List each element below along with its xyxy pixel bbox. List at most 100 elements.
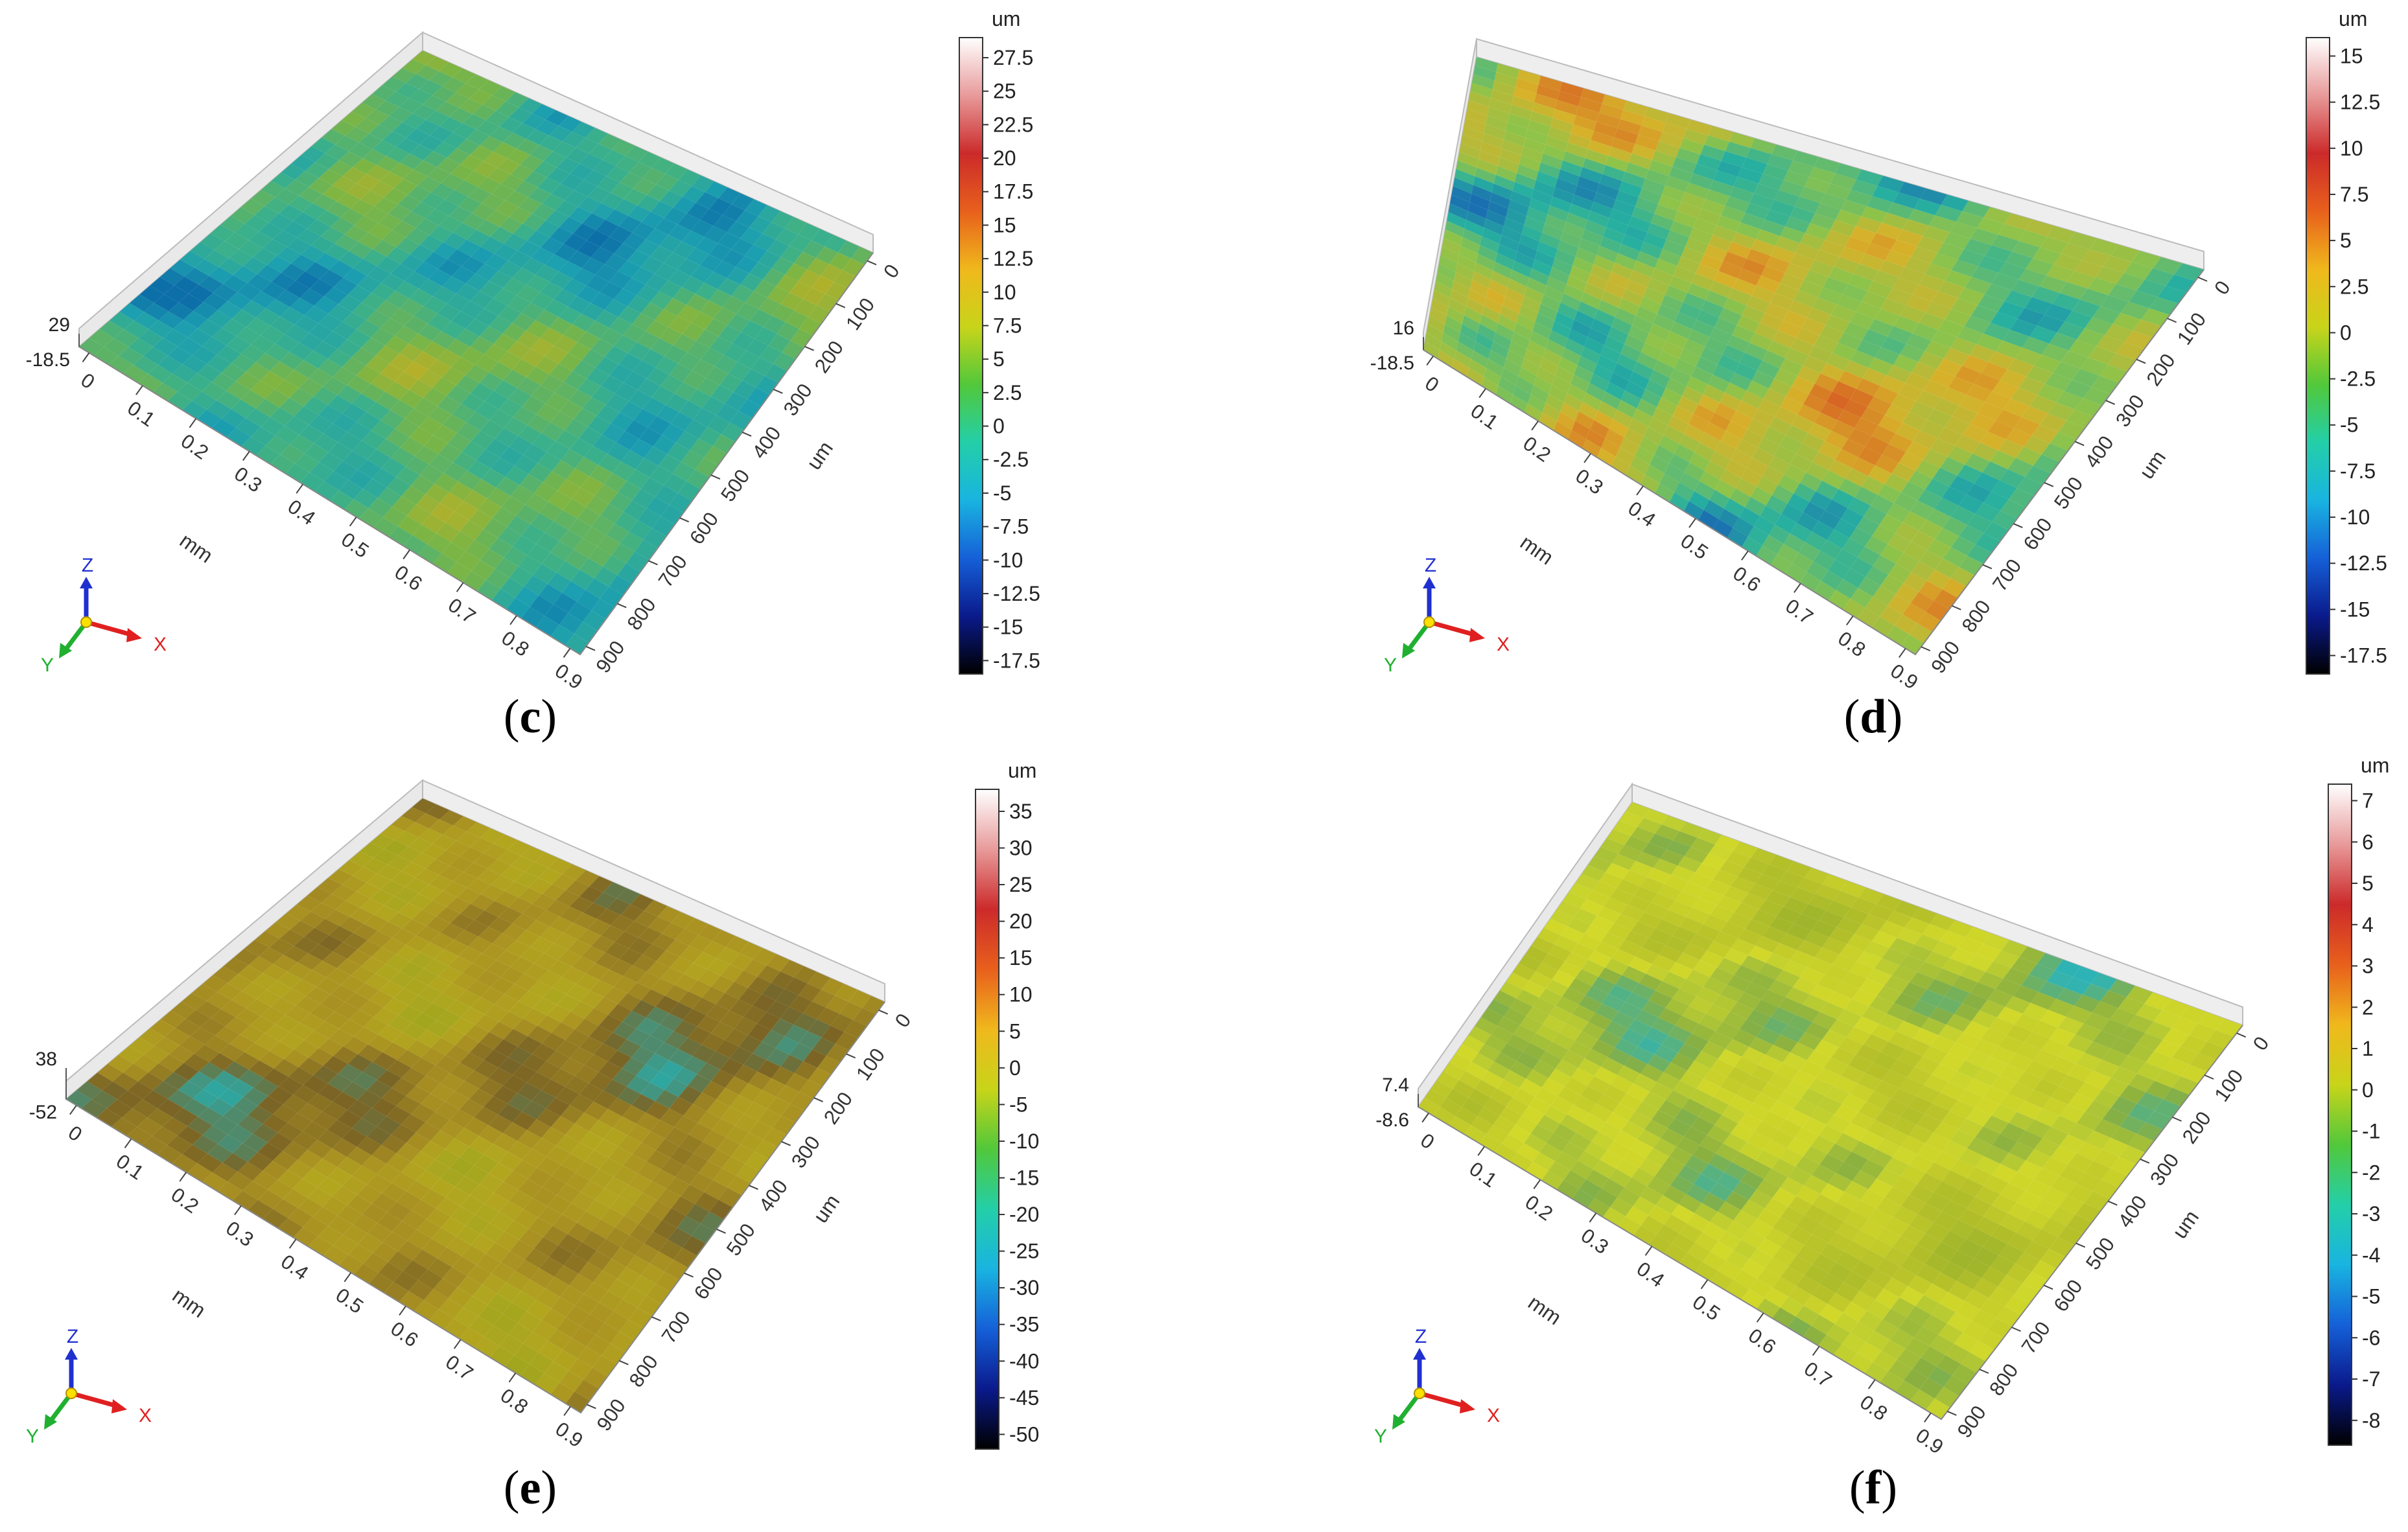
surface-cell xyxy=(1681,881,1707,898)
surface-cell xyxy=(343,933,368,950)
surface-cell xyxy=(1434,281,1453,298)
surface-cell xyxy=(793,251,816,270)
surface-cell xyxy=(1773,1247,1797,1267)
surface-cell xyxy=(673,334,696,353)
surface-cell xyxy=(753,233,776,251)
surface-cell xyxy=(469,1042,494,1060)
surface-cell xyxy=(1773,1217,1797,1236)
surface-cell xyxy=(1879,514,1903,533)
surface-cell xyxy=(622,1010,646,1029)
y-tick-label: 700 xyxy=(2017,1317,2055,1358)
surface-cell xyxy=(415,1122,440,1141)
surface-cell xyxy=(2018,230,2048,248)
surface-cell xyxy=(660,191,683,207)
surface-cell xyxy=(536,1061,561,1080)
surface-cell xyxy=(1602,165,1626,181)
surface-cell xyxy=(440,1168,465,1187)
surface-cell xyxy=(508,1190,533,1209)
surface-cell xyxy=(385,954,410,971)
surface-cell xyxy=(587,230,610,248)
surface-cell xyxy=(2031,1260,2057,1281)
surface-cell xyxy=(1864,941,1889,958)
triad-x-label: X xyxy=(1497,634,1510,655)
x-tick-mark xyxy=(296,483,304,494)
surface-cell xyxy=(1722,1105,1746,1124)
surface-cell xyxy=(620,401,643,420)
surface-cell xyxy=(1669,1146,1692,1165)
surface-cell xyxy=(303,203,327,220)
surface-cell xyxy=(1458,152,1479,168)
surface-cell xyxy=(1563,151,1585,168)
surface-cell xyxy=(547,167,570,184)
surface-cell xyxy=(1942,958,1968,976)
surface-cell xyxy=(400,254,425,272)
surface-cell xyxy=(1948,377,1974,395)
surface-cell xyxy=(1802,433,1825,452)
surface-cell xyxy=(431,1227,456,1248)
surface-cell xyxy=(592,434,616,454)
surface-cell xyxy=(297,1150,323,1169)
surface-cell xyxy=(552,874,576,890)
surface-cell xyxy=(683,1056,707,1074)
surface-cell xyxy=(1698,394,1720,413)
surface-cell xyxy=(523,1332,548,1352)
surface-cell xyxy=(1749,1218,1773,1238)
surface-cell xyxy=(1908,1244,1934,1264)
surface-cell xyxy=(465,1025,489,1043)
surface-cell xyxy=(336,192,360,209)
surface-cell xyxy=(2007,1233,2033,1253)
surface-cell xyxy=(642,397,666,417)
surface-cell xyxy=(484,1144,508,1163)
surface-cell xyxy=(406,227,430,245)
surface-cell xyxy=(837,240,860,259)
surface-cell xyxy=(1679,434,1700,453)
surface-cell xyxy=(526,320,550,338)
surface-cell xyxy=(2047,226,2075,243)
surface-cell xyxy=(2033,1198,2059,1218)
surface-cell xyxy=(604,1311,629,1332)
surface-cell xyxy=(1453,272,1472,289)
surface-cell xyxy=(1677,202,1701,218)
surface-cell xyxy=(1589,1104,1613,1122)
surface-cell xyxy=(392,928,416,946)
surface-cell xyxy=(404,877,429,894)
surface-cell xyxy=(1825,1085,1850,1104)
y-tick-mark xyxy=(1921,646,1931,652)
surface-cell xyxy=(165,1028,190,1045)
surface-cell xyxy=(91,1090,117,1109)
surface-cell xyxy=(441,321,465,340)
surface-cell xyxy=(757,1060,781,1078)
surface-cell xyxy=(1857,1073,1882,1091)
surface-cell xyxy=(1897,1049,1923,1067)
surface-cell xyxy=(1517,242,1537,260)
surface-cell xyxy=(500,865,525,881)
surface-cell xyxy=(361,383,386,402)
surface-cell xyxy=(753,994,776,1012)
surface-cell xyxy=(1891,1297,1915,1317)
surface-cell xyxy=(1932,1272,1957,1293)
surface-cell xyxy=(590,338,614,357)
surface-cell xyxy=(1492,80,1515,96)
surface-cell xyxy=(1956,1032,1981,1050)
colorbar-tick-label: 27.5 xyxy=(993,46,1033,69)
surface-cell xyxy=(1659,473,1679,493)
surface-cell xyxy=(1841,1093,1867,1112)
surface-cell xyxy=(584,446,607,465)
surface-cell xyxy=(1467,100,1490,116)
surface-cell xyxy=(692,359,715,378)
surface-cell xyxy=(1482,227,1502,244)
surface-cell xyxy=(587,367,610,386)
surface-cell xyxy=(1677,1165,1701,1184)
surface-cell xyxy=(124,320,149,338)
surface-cell xyxy=(175,1019,201,1036)
surface-cell xyxy=(1653,314,1675,332)
surface-cell xyxy=(1591,1039,1615,1058)
surface-cell xyxy=(318,1225,343,1246)
surface-cell xyxy=(2056,391,2083,410)
surface-cell xyxy=(1652,955,1676,972)
surface-cell xyxy=(1542,1015,1566,1033)
surface-cell xyxy=(1433,1107,1456,1126)
surface-cell xyxy=(2163,1087,2190,1107)
surface-cell xyxy=(517,1311,542,1332)
surface-cell xyxy=(1920,419,1945,439)
